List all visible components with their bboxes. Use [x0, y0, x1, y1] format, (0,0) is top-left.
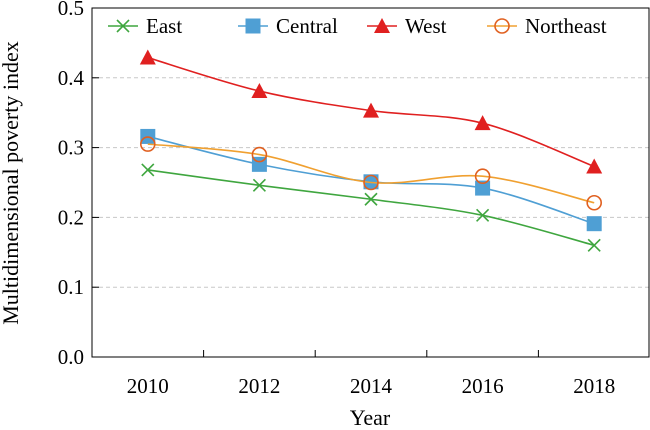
data-point-west: [139, 49, 156, 65]
legend-marker-central: [245, 18, 261, 34]
legend: East Central West Northeast: [108, 14, 607, 38]
data-point-east: [476, 208, 490, 222]
legend-marker-northeast: [494, 18, 510, 34]
data-point-west: [251, 83, 268, 99]
data-point-east: [141, 163, 155, 177]
legend-label-central: Central: [276, 14, 338, 38]
x-axis-title: Year: [350, 405, 391, 430]
legend-label-northeast: Northeast: [525, 14, 607, 38]
data-point-northeast: [363, 174, 379, 191]
legend-label-west: West: [405, 14, 447, 38]
gridlines: [92, 77, 650, 288]
data-point-northeast: [474, 168, 491, 185]
series-line-northeast: [147, 143, 595, 204]
legend-label-east: East: [146, 14, 182, 38]
x-axis: 2010 2012 2014 2016 2018: [127, 350, 615, 398]
data-point-west: [363, 102, 379, 118]
legend-marker-west: [374, 18, 390, 33]
data-point-northeast: [140, 136, 156, 152]
data-point-east: [252, 178, 266, 192]
y-axis-title: Multidimensional poverty index: [0, 41, 23, 325]
x-tick-label: 2014: [350, 374, 393, 398]
data-point-east: [587, 238, 601, 252]
y-tick-label: 0.4: [58, 66, 85, 90]
y-tick-label: 0.1: [58, 275, 84, 299]
y-tick-label: 0.0: [58, 345, 84, 369]
legend-marker-east: [116, 19, 130, 33]
x-tick-label: 2016: [462, 374, 504, 398]
x-tick-label: 2018: [573, 374, 615, 398]
data-point-northeast: [586, 194, 603, 211]
y-tick-label: 0.3: [58, 136, 84, 160]
plot-frame: [91, 7, 650, 358]
data-point-east: [364, 192, 378, 206]
y-axis: 0.0 0.1 0.2 0.3 0.4 0.5: [58, 0, 99, 369]
data-point-central: [475, 180, 491, 196]
plot-border: [91, 7, 650, 358]
y-tick-label: 0.2: [58, 205, 84, 229]
x-tick-label: 2012: [238, 374, 280, 398]
data-point-northeast: [251, 146, 268, 163]
data-point-west: [474, 115, 491, 131]
data-point-central: [586, 216, 602, 232]
data-point-west: [586, 158, 603, 174]
y-tick-label: 0.5: [58, 0, 84, 20]
x-tick-label: 2010: [127, 374, 169, 398]
series-lines: [139, 49, 603, 252]
